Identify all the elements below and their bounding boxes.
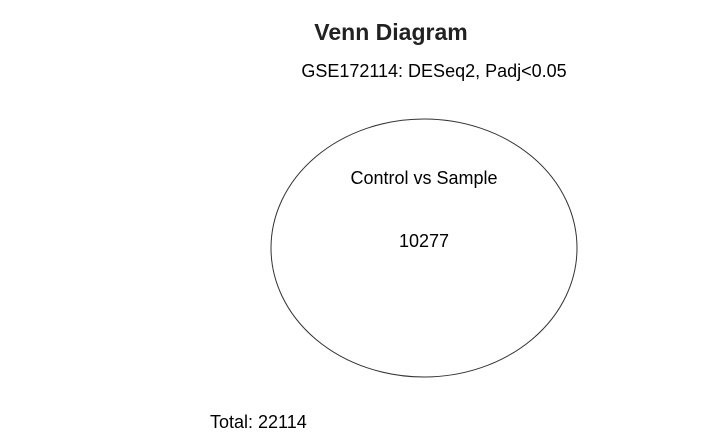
set-count: 10277: [399, 231, 449, 251]
set-label: Control vs Sample: [350, 168, 497, 188]
total-count: Total: 22114: [210, 412, 307, 432]
diagram-subtitle: GSE172114: DESeq2, Padj<0.05: [301, 61, 566, 81]
set-circle-control-vs-sample: [270, 118, 578, 378]
diagram-title: Venn Diagram: [314, 19, 467, 45]
